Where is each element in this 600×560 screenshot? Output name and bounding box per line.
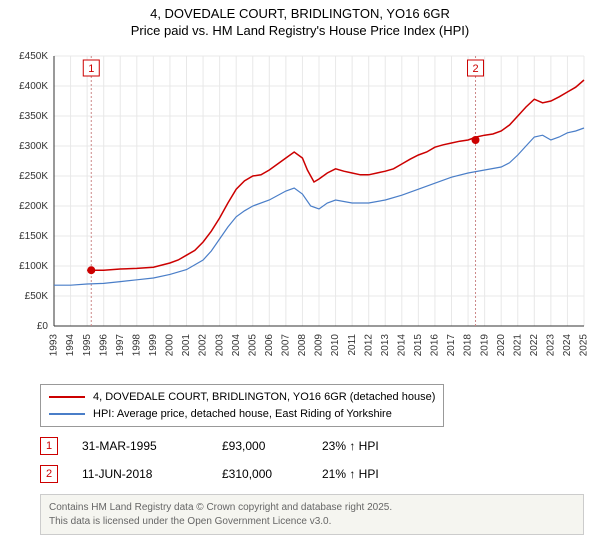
svg-text:2018: 2018	[463, 334, 474, 357]
svg-text:£200K: £200K	[19, 201, 48, 212]
svg-text:2021: 2021	[512, 334, 523, 357]
svg-text:2002: 2002	[198, 334, 209, 357]
svg-text:£0: £0	[37, 321, 49, 332]
svg-text:1999: 1999	[148, 334, 159, 357]
svg-text:2023: 2023	[546, 334, 557, 357]
marker-badge: 1	[40, 437, 58, 455]
svg-text:£150K: £150K	[19, 231, 48, 242]
legend-item: 4, DOVEDALE COURT, BRIDLINGTON, YO16 6GR…	[49, 389, 435, 406]
svg-text:2013: 2013	[380, 334, 391, 357]
svg-text:2005: 2005	[247, 334, 258, 357]
chart-container: 4, DOVEDALE COURT, BRIDLINGTON, YO16 6GR…	[0, 0, 600, 560]
footer-line: Contains HM Land Registry data © Crown c…	[49, 501, 575, 515]
svg-text:2025: 2025	[579, 334, 590, 357]
svg-text:2010: 2010	[330, 334, 341, 357]
svg-text:2: 2	[472, 63, 478, 75]
svg-text:2009: 2009	[314, 334, 325, 357]
svg-text:2008: 2008	[297, 334, 308, 357]
sale-marker-row: 1 31-MAR-1995 £93,000 23% ↑ HPI	[40, 432, 442, 460]
svg-text:1993: 1993	[49, 334, 60, 357]
footer-line: This data is licensed under the Open Gov…	[49, 515, 575, 529]
marker-date: 31-MAR-1995	[82, 439, 222, 453]
license-footer: Contains HM Land Registry data © Crown c…	[40, 494, 584, 535]
marker-badge: 2	[40, 465, 58, 483]
svg-text:1997: 1997	[115, 334, 126, 357]
svg-text:2017: 2017	[446, 334, 457, 357]
legend-item: HPI: Average price, detached house, East…	[49, 406, 435, 423]
svg-text:1995: 1995	[82, 334, 93, 357]
svg-text:2001: 2001	[181, 334, 192, 357]
svg-text:£350K: £350K	[19, 111, 48, 122]
title-line1: 4, DOVEDALE COURT, BRIDLINGTON, YO16 6GR	[0, 6, 600, 23]
legend-swatch	[49, 413, 85, 415]
sale-marker-table: 1 31-MAR-1995 £93,000 23% ↑ HPI 2 11-JUN…	[40, 432, 442, 488]
svg-text:2014: 2014	[396, 334, 407, 357]
svg-text:2006: 2006	[264, 334, 275, 357]
legend-label: HPI: Average price, detached house, East…	[93, 406, 392, 423]
sale-marker-row: 2 11-JUN-2018 £310,000 21% ↑ HPI	[40, 460, 442, 488]
svg-text:2003: 2003	[214, 334, 225, 357]
title-line2: Price paid vs. HM Land Registry's House …	[0, 23, 600, 40]
legend-label: 4, DOVEDALE COURT, BRIDLINGTON, YO16 6GR…	[93, 389, 435, 406]
svg-text:£50K: £50K	[25, 291, 49, 302]
marker-pct: 21% ↑ HPI	[322, 467, 442, 481]
chart-svg: £0 £50K £100K £150K £200K £250K £300K £350K £400…	[8, 46, 592, 376]
legend: 4, DOVEDALE COURT, BRIDLINGTON, YO16 6GR…	[40, 384, 444, 427]
marker-price: £310,000	[222, 467, 322, 481]
svg-text:2012: 2012	[363, 334, 374, 357]
svg-text:2020: 2020	[496, 334, 507, 357]
svg-text:£400K: £400K	[19, 81, 48, 92]
svg-text:£250K: £250K	[19, 171, 48, 182]
svg-text:1994: 1994	[65, 334, 76, 357]
svg-text:2024: 2024	[562, 334, 573, 357]
chart: £0 £50K £100K £150K £200K £250K £300K £350K £400…	[8, 46, 592, 376]
svg-text:1998: 1998	[131, 334, 142, 357]
title-block: 4, DOVEDALE COURT, BRIDLINGTON, YO16 6GR…	[0, 0, 600, 40]
svg-text:£100K: £100K	[19, 261, 48, 272]
svg-text:2015: 2015	[413, 334, 424, 357]
svg-text:£300K: £300K	[19, 141, 48, 152]
svg-text:2019: 2019	[479, 334, 490, 357]
svg-text:2000: 2000	[165, 334, 176, 357]
svg-text:£450K: £450K	[19, 51, 48, 62]
svg-text:1996: 1996	[98, 334, 109, 357]
svg-text:2022: 2022	[529, 334, 540, 357]
svg-text:2016: 2016	[430, 334, 441, 357]
svg-text:1: 1	[88, 63, 94, 75]
marker-pct: 23% ↑ HPI	[322, 439, 442, 453]
legend-swatch	[49, 396, 85, 398]
marker-price: £93,000	[222, 439, 322, 453]
marker-date: 11-JUN-2018	[82, 467, 222, 481]
svg-text:2011: 2011	[347, 334, 358, 356]
svg-text:2007: 2007	[281, 334, 292, 357]
svg-text:2004: 2004	[231, 334, 242, 357]
